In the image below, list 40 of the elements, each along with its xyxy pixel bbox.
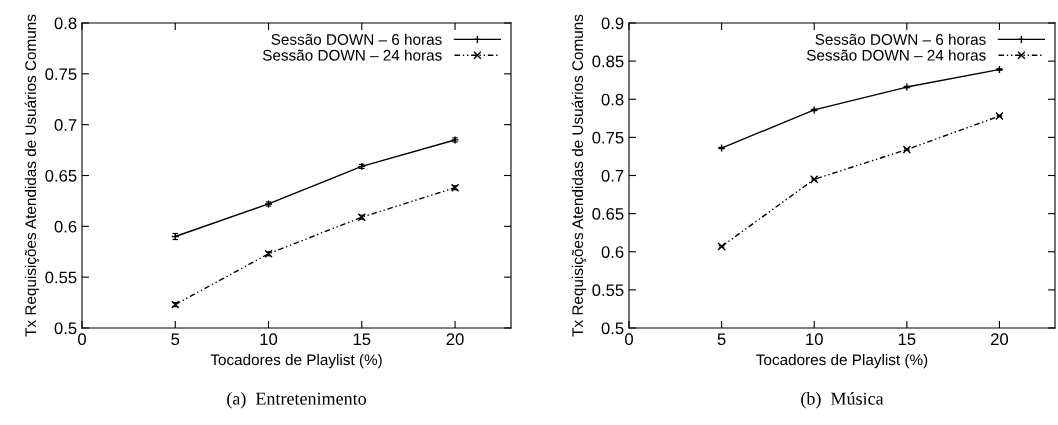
y-axis-title: Tx Requisições Atendidas de Usuários Comuns <box>24 14 40 337</box>
y-tick-label: 0.85 <box>592 55 624 68</box>
point <box>810 175 819 184</box>
x-tick-label: 20 <box>991 333 1009 346</box>
text: (b) Música <box>801 392 884 409</box>
point <box>717 242 726 251</box>
y-tick-label: 0.55 <box>45 271 77 284</box>
x-tick-label: 15 <box>898 333 916 346</box>
legend-label: Sessão DOWN – 24 horas <box>262 49 442 61</box>
y-tick-label: 0.9 <box>601 17 624 30</box>
y-tick-label: 0.7 <box>54 119 77 131</box>
x-axis-title: Tocadores de Playlist (%) <box>756 353 928 369</box>
y-tick-label: 0.6 <box>601 246 624 258</box>
x-tick-label: 20 <box>446 333 464 346</box>
text: (a) Entretenimento <box>227 392 366 409</box>
x-axis-title: Tocadores de Playlist (%) <box>210 353 382 369</box>
x-tick-label: 10 <box>806 333 823 346</box>
y-tick-label: 0.65 <box>45 169 77 182</box>
point <box>995 111 1004 121</box>
x-tick-label: 5 <box>171 333 180 346</box>
y-tick-label: 0.8 <box>54 17 77 30</box>
y-tick-label: 0.65 <box>592 208 624 220</box>
x-tick-label: 5 <box>717 333 726 346</box>
y-tick-label: 0.7 <box>601 169 624 182</box>
y-tick-label: 0.6 <box>54 220 77 233</box>
legend-label: Sessão DOWN – 6 horas <box>271 33 442 45</box>
x-tick-label: 0 <box>625 333 633 346</box>
y-tick-label: 0.75 <box>45 68 77 81</box>
legend-label: Sessão DOWN – 6 horas <box>815 33 986 45</box>
y-tick-label: 0.55 <box>592 284 624 297</box>
y-axis-title: Tx Requisições Atendidas de Usuários Comuns <box>571 14 587 337</box>
point <box>902 145 911 154</box>
legend-label: Sessão DOWN – 24 horas <box>806 49 986 61</box>
y-tick-label: 0.8 <box>601 93 624 106</box>
y-tick-label: 0.5 <box>54 322 77 335</box>
x-tick-label: 15 <box>353 333 371 346</box>
y-tick-label: 0.75 <box>592 131 624 144</box>
y-tick-label: 0.5 <box>601 322 624 335</box>
x-tick-label: 10 <box>260 333 278 346</box>
x-tick-label: 0 <box>78 333 86 346</box>
